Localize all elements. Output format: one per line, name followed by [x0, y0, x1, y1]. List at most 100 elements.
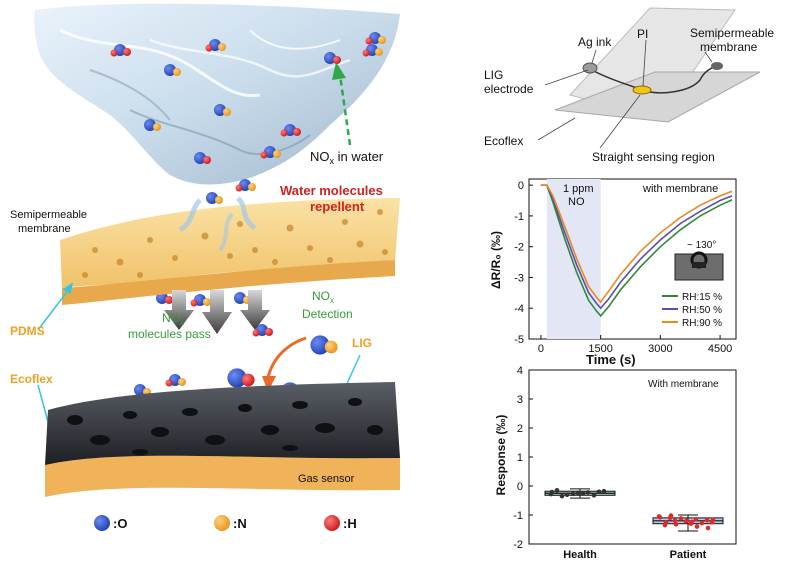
y-tick-label: -2 — [514, 242, 524, 254]
ag-ink-pad — [582, 62, 598, 74]
ag-ink-label: Ag ink — [578, 35, 612, 49]
data-point — [575, 490, 581, 496]
lig-label: LIG — [352, 336, 372, 350]
molecule — [214, 104, 231, 116]
lig-electrode-label-2: electrode — [484, 82, 534, 96]
ecoflex-device-label: Ecoflex — [484, 134, 523, 148]
legend-label: RH:50 % — [682, 305, 722, 316]
molecule — [190, 294, 211, 307]
water-repellent-label-1: Water molecules — [280, 183, 383, 198]
series-line — [540, 184, 733, 310]
box-plot-frame — [528, 369, 737, 545]
legend-label: RH:15 % — [682, 292, 722, 303]
data-point — [673, 521, 679, 527]
legend-n-dot — [214, 515, 230, 531]
x-tick-label: 0 — [538, 343, 544, 355]
y-tick-label: -5 — [514, 334, 524, 346]
data-point — [663, 520, 669, 525]
legend-o-dot — [94, 515, 110, 531]
schematic-illustration: NOx in water Water molecules repellent S… — [10, 3, 401, 531]
molecule — [227, 368, 255, 388]
pdms-label: PDMS — [10, 324, 45, 338]
data-point — [601, 488, 607, 494]
box-plot-boxes — [544, 488, 724, 532]
pass-arrows — [164, 290, 270, 334]
molecule — [206, 192, 223, 204]
data-point — [591, 492, 597, 498]
molecule — [165, 374, 186, 387]
line-chart-series — [540, 184, 733, 318]
pi-pad — [632, 85, 652, 95]
angle-label: ~ 130° — [687, 240, 716, 251]
x-tick-label: 1500 — [588, 343, 612, 355]
x-tick-label: 3000 — [648, 343, 672, 355]
y-tick-label: -4 — [514, 303, 524, 315]
ecoflex-base — [554, 71, 761, 123]
molecule — [324, 52, 341, 64]
y-tick-label: 1 — [517, 452, 523, 464]
data-point — [570, 491, 576, 497]
annotation-1ppm: 1 ppm — [563, 183, 594, 195]
data-point — [596, 489, 602, 495]
molecule — [365, 32, 386, 45]
data-point — [549, 489, 555, 495]
semipermeable-membrane-layer — [60, 196, 400, 305]
box-patient — [652, 513, 724, 532]
data-point — [657, 515, 663, 520]
x-tick-label: 4500 — [708, 343, 732, 355]
legend-n-label: :N — [233, 516, 247, 531]
y-tick-label: -2 — [513, 539, 523, 551]
gas-sensor-label: Gas sensor — [298, 473, 355, 485]
ecoflex-label: Ecoflex — [10, 372, 53, 386]
molecule — [362, 44, 383, 57]
y-tick-label: -1 — [514, 211, 524, 223]
molecule — [144, 119, 161, 131]
bend-inset-photo — [674, 251, 724, 281]
data-point — [704, 517, 710, 523]
data-point — [694, 524, 700, 529]
nox-pass-label-1: NOx — [162, 311, 184, 327]
category-label: Patient — [670, 549, 707, 561]
atom-legend: :O :N :H — [94, 515, 357, 531]
nox-up-arrow — [332, 62, 352, 146]
molecule — [164, 64, 181, 76]
data-point — [678, 516, 684, 521]
water-repellent-label-2: repellent — [310, 199, 365, 214]
sensing-region-label: Straight sensing region — [592, 150, 715, 164]
line-chart-legend: RH:15 % RH:50 % RH:90 % — [662, 292, 722, 329]
box-plot-ylabel: Response (‰) — [494, 415, 508, 496]
pi-label: PI — [637, 27, 648, 41]
data-point — [672, 518, 678, 524]
lig-layer — [45, 382, 400, 497]
data-point — [559, 493, 565, 499]
end-pad — [711, 62, 723, 70]
data-point — [554, 488, 560, 493]
y-tick-label: -3 — [514, 272, 524, 284]
data-point — [564, 492, 570, 498]
annotation-no: NO — [568, 196, 585, 208]
detection-arrow — [262, 336, 307, 392]
line-chart-corner-label: with membrane — [642, 183, 718, 195]
data-point — [693, 517, 699, 522]
molecule — [194, 152, 211, 164]
molecule — [280, 124, 301, 137]
nox-pass-label-2: molecules pass — [128, 327, 211, 341]
response-line-chart: 0 1500 3000 4500 0 -1 -2 -3 -4 -5 1 ppm NO with m… — [489, 178, 737, 367]
data-point — [689, 519, 695, 525]
box-plot-corner-label: With membrane — [648, 379, 719, 390]
legend-h-label: :H — [343, 516, 357, 531]
legend-h-dot — [324, 515, 340, 531]
molecule — [205, 39, 226, 52]
line-chart-ticks: 0 1500 3000 4500 0 -1 -2 -3 -4 -5 — [514, 180, 732, 355]
data-point — [705, 525, 711, 531]
molecule — [310, 335, 338, 355]
device-schematic: Ag ink PI Semipermeable membrane LIG ele… — [484, 7, 774, 164]
line-chart-xlabel: Time (s) — [586, 352, 636, 367]
membrane-label-2: membrane — [18, 223, 71, 235]
device-callouts — [537, 39, 713, 149]
y-tick-label: -1 — [513, 510, 523, 522]
device-membrane-label-1: Semipermeable — [690, 26, 774, 40]
nox-detection-label-2: Detection — [302, 307, 353, 321]
y-tick-label: 0 — [517, 481, 523, 493]
